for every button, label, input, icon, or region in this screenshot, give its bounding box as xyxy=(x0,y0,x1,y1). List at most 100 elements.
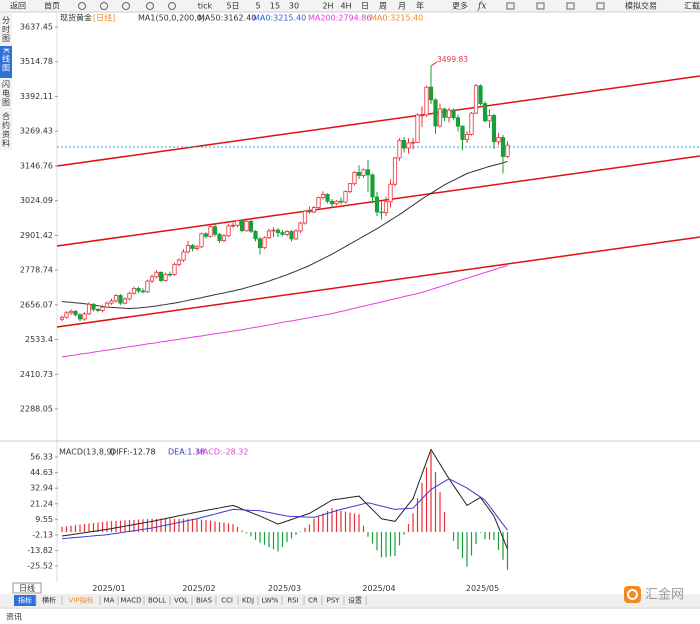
tab[interactable]: BIAS xyxy=(196,597,213,605)
period-box-label[interactable]: 日线 xyxy=(19,583,35,593)
candle-body xyxy=(343,191,348,203)
macd-bar xyxy=(457,532,459,550)
tab[interactable]: KDJ xyxy=(242,597,254,605)
toolbar-period[interactable]: 日 xyxy=(361,2,369,11)
toolbar-icon[interactable] xyxy=(536,2,545,10)
macd-bar xyxy=(169,518,171,533)
macd-bar xyxy=(277,532,279,552)
toolbar-tail[interactable]: 汇截 xyxy=(684,1,700,11)
toolbar-period[interactable]: 4H xyxy=(340,2,351,11)
toolbar-icon[interactable] xyxy=(146,2,154,10)
tab[interactable]: 指标 xyxy=(18,596,32,605)
toolbar-back[interactable]: 返回 xyxy=(10,2,26,11)
toolbar-period[interactable]: 15 xyxy=(270,2,280,11)
logo-mark xyxy=(627,589,638,600)
macd-bar xyxy=(412,513,414,533)
macd-chart: MACD(13,8,9)DIFF:-12.78 DEA:1.38MACD:-28.… xyxy=(27,448,509,593)
toolbar-bg xyxy=(0,0,700,12)
macd-bar xyxy=(484,532,486,540)
y-tick-label: 3146.76 xyxy=(20,161,53,170)
macd-bar xyxy=(502,532,504,560)
macd-bar xyxy=(488,532,491,540)
tab[interactable]: MACD xyxy=(121,597,142,605)
candle-body xyxy=(365,169,371,176)
candle-body xyxy=(311,207,317,213)
y-tick-label: 9.55 xyxy=(35,515,53,524)
candle-body xyxy=(352,171,357,185)
tab[interactable]: MA xyxy=(104,597,115,605)
tab[interactable]: RSI xyxy=(287,597,298,605)
candle-body xyxy=(203,233,209,237)
tab[interactable]: LW% xyxy=(262,597,279,605)
toolbar-icon[interactable] xyxy=(122,2,130,10)
toolbar-period[interactable]: 5日 xyxy=(226,2,239,11)
candle-body xyxy=(496,137,501,143)
toolbar-period[interactable]: 周 xyxy=(379,2,387,11)
candle-body xyxy=(415,114,420,143)
tab[interactable]: 横析 xyxy=(42,596,56,605)
candle-body xyxy=(109,300,114,304)
indicator-label: MA0:3215.40 xyxy=(253,14,306,23)
macd-bar xyxy=(209,520,212,533)
candle-body xyxy=(158,271,164,281)
toolbar-more[interactable]: 更多 xyxy=(452,1,468,11)
macd-bar xyxy=(299,531,302,533)
candle-body xyxy=(154,271,159,278)
macd-bar xyxy=(151,518,153,533)
candle-body xyxy=(347,183,353,193)
macd-bar xyxy=(430,452,432,533)
toolbar-period[interactable]: 年 xyxy=(416,1,424,11)
period-box[interactable] xyxy=(12,582,42,594)
toolbar-icon[interactable] xyxy=(100,2,108,10)
macd-bar xyxy=(281,532,284,547)
macd-bar xyxy=(461,532,464,559)
toolbar-icon[interactable] xyxy=(506,2,515,10)
toolbar-icon[interactable] xyxy=(596,2,605,10)
tab[interactable]: VOL xyxy=(174,597,188,605)
toolbar-icon[interactable] xyxy=(168,2,176,10)
toolbar-period[interactable]: 月 xyxy=(398,2,406,11)
toolbar-period[interactable]: 5 xyxy=(255,2,260,11)
macd-bar xyxy=(254,532,257,540)
tab[interactable]: BOLL xyxy=(148,597,166,605)
toolbar-period[interactable]: 2H xyxy=(322,2,333,11)
toolbar-home[interactable]: 首页 xyxy=(44,1,60,11)
toolbar-icon[interactable] xyxy=(566,2,575,10)
y-tick-label: 3392.11 xyxy=(20,92,53,101)
sidebar-item[interactable]: K线图 xyxy=(2,48,11,72)
candle-body xyxy=(113,295,119,302)
macd-bar xyxy=(88,523,90,533)
macd-bar xyxy=(493,532,495,541)
toolbar-icon[interactable] xyxy=(78,2,86,10)
toolbar-trade[interactable]: 模拟交易 xyxy=(625,1,657,11)
toolbar-period[interactable]: 30 xyxy=(289,2,299,11)
toolbar-fx[interactable]: fx xyxy=(477,2,486,12)
macd-bar xyxy=(200,519,203,533)
tab[interactable]: VIP指标 xyxy=(68,596,93,605)
tab[interactable]: 设置 xyxy=(348,596,362,605)
candle-body xyxy=(491,115,497,143)
candle-body xyxy=(176,259,182,266)
macd-bar xyxy=(182,518,185,533)
sidebar-item[interactable]: 合约资料 xyxy=(2,111,11,148)
macd-bar xyxy=(340,510,342,533)
candle-body xyxy=(271,229,276,232)
y-tick-label: 44.63 xyxy=(30,468,53,477)
sidebar-item[interactable]: 闪电图 xyxy=(2,80,11,107)
tab[interactable]: CR xyxy=(308,597,318,605)
candle-body xyxy=(284,231,290,235)
legend-entry: MA200:2794.86 xyxy=(308,14,371,23)
footer-label[interactable]: 资讯 xyxy=(6,612,22,622)
legend-entry: MA50:3162.40 xyxy=(198,14,256,23)
toolbar-period[interactable]: tick xyxy=(198,2,213,11)
candle-body xyxy=(149,276,155,282)
macd-bar xyxy=(259,532,261,543)
tab[interactable]: PSY xyxy=(327,597,341,605)
candle-body xyxy=(59,316,65,320)
tab[interactable]: CCI xyxy=(221,597,233,605)
candle-body xyxy=(334,200,339,205)
sidebar-item[interactable]: 分时图 xyxy=(2,16,11,43)
candle-body xyxy=(217,233,222,241)
